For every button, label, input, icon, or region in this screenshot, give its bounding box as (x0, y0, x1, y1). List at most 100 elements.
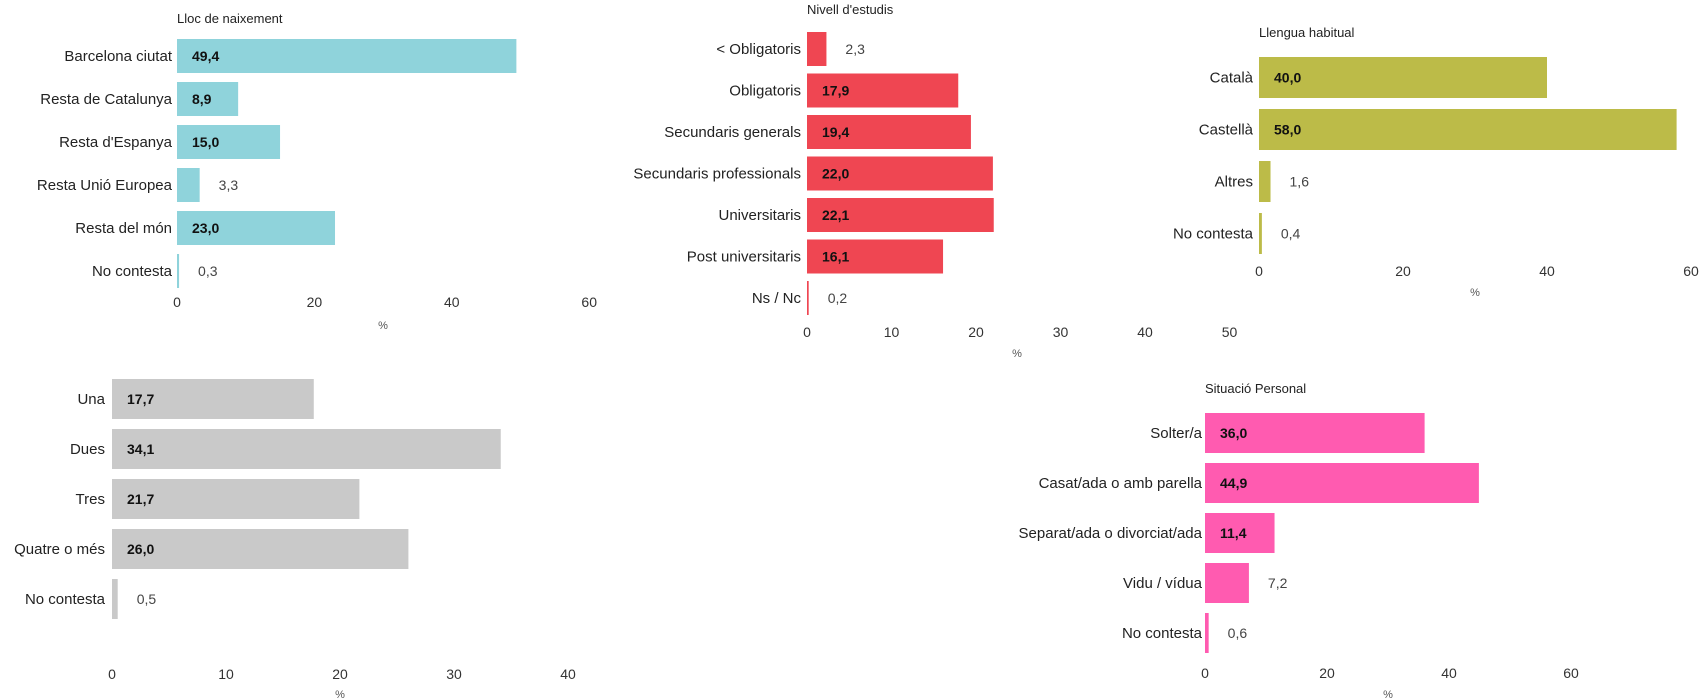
lloc-x-tick-label: 20 (307, 294, 323, 310)
lloc-x-tick-label: 40 (444, 294, 460, 310)
persones-bar (112, 579, 118, 619)
estudis-bar (807, 198, 994, 232)
llengua-category-label: No contesta (1173, 226, 1254, 243)
situacio-bar (1205, 613, 1209, 653)
estudis-value-label: 17,9 (822, 83, 849, 99)
situacio-x-tick-label: 0 (1201, 665, 1209, 681)
situacio-category-label: Separat/ada o divorciat/ada (1019, 525, 1203, 542)
persones-bar (112, 529, 409, 569)
lloc-bar (177, 211, 336, 245)
llengua-value-label: 58,0 (1274, 122, 1301, 138)
lloc-chart-title: Lloc de naixement (177, 11, 283, 26)
estudis-category-label: Secundaris professionals (633, 166, 801, 183)
estudis-category-label: < Obligatoris (716, 41, 801, 58)
situacio-x-tick-label: 20 (1319, 665, 1335, 681)
persones-value-label: 21,7 (127, 491, 154, 507)
lloc-bar (177, 39, 517, 73)
estudis-bar (807, 115, 971, 149)
situacio-bar (1205, 413, 1425, 453)
persones-value-label: 17,7 (127, 391, 154, 407)
situacio-category-label: Casat/ada o amb parella (1039, 475, 1203, 492)
situacio-chart-title: Situació Personal (1205, 381, 1306, 396)
estudis-bar (807, 156, 993, 191)
estudis-x-tick-label: 0 (803, 324, 811, 340)
llengua-x-tick-label: 0 (1255, 263, 1263, 279)
lloc-x-tick-label: 60 (581, 294, 597, 310)
llengua-x-tick-label: 20 (1395, 263, 1411, 279)
persones-x-tick-label: 30 (446, 666, 462, 682)
lloc-bar (177, 125, 281, 159)
lloc-category-label: Resta de Catalunya (40, 91, 172, 108)
llengua-x-tick-label: 60 (1683, 263, 1699, 279)
situacio-x-tick-label: 60 (1563, 665, 1579, 681)
situacio-category-label: Solter/a (1150, 425, 1202, 442)
estudis-category-label: Secundaris generals (664, 124, 801, 141)
estudis-bar (807, 281, 809, 315)
situacio-bar (1205, 463, 1479, 503)
estudis-category-label: Obligatoris (729, 83, 801, 100)
persones-bar (112, 479, 360, 519)
persones-value-label: 0,5 (137, 591, 157, 607)
lloc-value-label: 23,0 (192, 220, 219, 236)
lloc-value-label: 15,0 (192, 134, 219, 150)
estudis-category-label: Post universitaris (687, 249, 801, 266)
situacio-value-label: 11,4 (1220, 525, 1247, 541)
llengua-x-tick-label: 40 (1539, 263, 1555, 279)
situacio-x-axis-label: % (1383, 689, 1393, 698)
llengua-bar (1259, 109, 1677, 150)
persones-value-label: 26,0 (127, 541, 154, 557)
lloc-x-axis-label: % (378, 320, 388, 332)
llengua-value-label: 1,6 (1290, 174, 1310, 190)
lloc-value-label: 8,9 (192, 91, 212, 107)
lloc-bar (177, 168, 200, 202)
persones-category-label: Quatre o més (14, 541, 105, 558)
llengua-category-label: Castellà (1199, 122, 1254, 139)
estudis-value-label: 22,1 (822, 207, 849, 223)
situacio-bar (1205, 563, 1249, 603)
lloc-category-label: Resta del món (75, 220, 172, 237)
llengua-bar (1259, 161, 1271, 202)
llengua-bar (1259, 57, 1547, 98)
lloc-category-label: Resta Unió Europea (37, 177, 173, 194)
llengua-value-label: 40,0 (1274, 70, 1301, 86)
estudis-bar (807, 73, 959, 108)
estudis-value-label: 2,3 (845, 41, 865, 57)
persones-value-label: 34,1 (127, 441, 154, 457)
llengua-bar (1259, 213, 1262, 254)
persones-category-label: Dues (70, 441, 105, 458)
estudis-value-label: 16,1 (822, 249, 849, 265)
persones-x-axis-label: % (335, 689, 345, 698)
situacio-bar (1205, 513, 1275, 553)
lloc-bar (177, 254, 180, 288)
lloc-category-label: No contesta (92, 263, 173, 280)
persones-category-label: No contesta (25, 591, 106, 608)
llengua-value-label: 0,4 (1281, 226, 1301, 242)
estudis-x-tick-label: 40 (1137, 324, 1153, 340)
situacio-category-label: Vidu / vídua (1123, 575, 1203, 592)
lloc-x-tick-label: 0 (173, 294, 181, 310)
llengua-category-label: Català (1210, 70, 1254, 87)
estudis-x-tick-label: 30 (1053, 324, 1069, 340)
persones-bar (112, 429, 501, 469)
persones-category-label: Una (77, 391, 105, 408)
lloc-category-label: Resta d'Espanya (59, 134, 173, 151)
estudis-x-tick-label: 50 (1222, 324, 1238, 340)
estudis-x-axis-label: % (1012, 348, 1022, 360)
persones-x-tick-label: 0 (108, 666, 116, 682)
situacio-value-label: 44,9 (1220, 475, 1247, 491)
persones-x-tick-label: 40 (560, 666, 576, 682)
estudis-bar (807, 239, 944, 274)
lloc-value-label: 3,3 (219, 177, 239, 193)
estudis-bar (807, 32, 827, 66)
situacio-value-label: 36,0 (1220, 425, 1247, 441)
persones-x-tick-label: 10 (218, 666, 234, 682)
persones-bar (112, 379, 314, 419)
lloc-value-label: 0,3 (198, 263, 218, 279)
situacio-category-label: No contesta (1122, 625, 1203, 642)
estudis-category-label: Universitaris (718, 207, 801, 224)
estudis-value-label: 19,4 (822, 124, 849, 140)
estudis-value-label: 22,0 (822, 166, 849, 182)
situacio-value-label: 7,2 (1268, 575, 1288, 591)
lloc-bar (177, 82, 239, 116)
